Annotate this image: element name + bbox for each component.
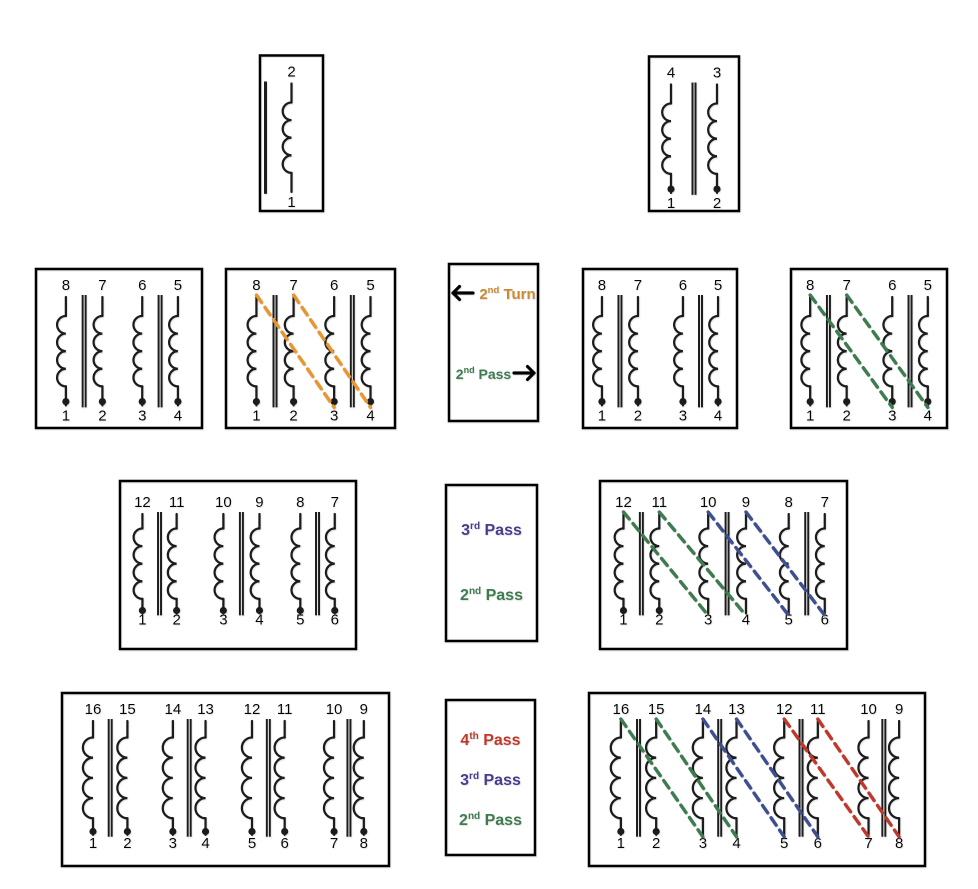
svg-text:3: 3 [679, 407, 687, 424]
svg-text:5: 5 [174, 277, 182, 294]
svg-text:3: 3 [219, 611, 227, 628]
svg-text:14: 14 [165, 701, 182, 718]
svg-text:8: 8 [252, 277, 260, 294]
svg-text:7: 7 [843, 277, 851, 294]
svg-text:4: 4 [174, 407, 182, 424]
svg-text:13: 13 [197, 701, 214, 718]
svg-text:2: 2 [713, 195, 721, 212]
svg-text:2: 2 [652, 835, 660, 852]
svg-text:2: 2 [98, 407, 106, 424]
svg-text:1: 1 [252, 407, 260, 424]
svg-text:10: 10 [700, 494, 717, 511]
svg-text:6: 6 [281, 835, 289, 852]
svg-text:6: 6 [679, 277, 687, 294]
svg-text:2: 2 [287, 64, 295, 81]
svg-text:3: 3 [713, 65, 721, 82]
svg-text:1: 1 [598, 407, 606, 424]
svg-text:5: 5 [366, 277, 374, 294]
svg-text:9: 9 [360, 701, 368, 718]
svg-text:12: 12 [244, 701, 261, 718]
svg-text:1: 1 [287, 194, 295, 211]
svg-text:11: 11 [810, 701, 826, 718]
svg-text:7: 7 [331, 494, 339, 511]
svg-text:7: 7 [98, 277, 106, 294]
svg-text:1: 1 [89, 835, 97, 852]
svg-text:12: 12 [615, 494, 632, 511]
svg-text:1: 1 [138, 611, 146, 628]
svg-text:4: 4 [255, 611, 263, 628]
svg-text:1: 1 [62, 407, 70, 424]
svg-text:2: 2 [289, 407, 297, 424]
svg-text:13: 13 [728, 701, 745, 718]
svg-text:8: 8 [598, 277, 606, 294]
svg-text:3: 3 [888, 407, 896, 424]
svg-text:8: 8 [62, 277, 70, 294]
svg-text:1: 1 [619, 611, 627, 628]
svg-text:11: 11 [651, 494, 667, 511]
svg-text:11: 11 [277, 701, 293, 718]
svg-text:5: 5 [924, 277, 932, 294]
svg-text:2: 2 [123, 835, 131, 852]
svg-text:8: 8 [806, 277, 814, 294]
svg-text:5: 5 [248, 835, 256, 852]
svg-text:14: 14 [695, 701, 712, 718]
svg-text:7: 7 [634, 277, 642, 294]
svg-text:1: 1 [667, 195, 675, 212]
svg-text:3: 3 [330, 407, 338, 424]
svg-text:8: 8 [296, 494, 304, 511]
svg-text:10: 10 [326, 701, 343, 718]
svg-text:8: 8 [360, 835, 368, 852]
svg-text:12: 12 [776, 701, 793, 718]
svg-text:3: 3 [169, 835, 177, 852]
svg-text:5: 5 [296, 611, 304, 628]
svg-text:16: 16 [613, 701, 630, 718]
svg-text:16: 16 [85, 701, 102, 718]
svg-text:6: 6 [888, 277, 896, 294]
svg-text:9: 9 [895, 701, 903, 718]
svg-text:3: 3 [704, 611, 712, 628]
svg-text:4: 4 [667, 65, 675, 82]
svg-text:15: 15 [648, 701, 665, 718]
svg-text:4: 4 [742, 611, 750, 628]
svg-text:1: 1 [617, 835, 625, 852]
svg-text:8: 8 [785, 494, 793, 511]
svg-text:10: 10 [860, 701, 877, 718]
svg-text:4: 4 [714, 407, 722, 424]
svg-text:6: 6 [138, 277, 146, 294]
svg-text:1: 1 [806, 407, 814, 424]
svg-text:10: 10 [215, 494, 232, 511]
svg-text:9: 9 [255, 494, 263, 511]
svg-text:12: 12 [134, 494, 151, 511]
svg-text:4: 4 [924, 407, 932, 424]
svg-text:2: 2 [843, 407, 851, 424]
svg-text:2: 2 [655, 611, 663, 628]
svg-text:2: 2 [172, 611, 180, 628]
svg-text:4: 4 [366, 407, 374, 424]
svg-text:5: 5 [714, 277, 722, 294]
svg-text:9: 9 [742, 494, 750, 511]
svg-text:6: 6 [331, 611, 339, 628]
svg-text:4: 4 [201, 835, 209, 852]
svg-text:7: 7 [821, 494, 829, 511]
svg-text:3: 3 [138, 407, 146, 424]
svg-text:11: 11 [169, 494, 185, 511]
svg-text:6: 6 [330, 277, 338, 294]
svg-text:7: 7 [330, 835, 338, 852]
svg-text:7: 7 [289, 277, 297, 294]
svg-text:15: 15 [119, 701, 136, 718]
svg-text:2: 2 [634, 407, 642, 424]
